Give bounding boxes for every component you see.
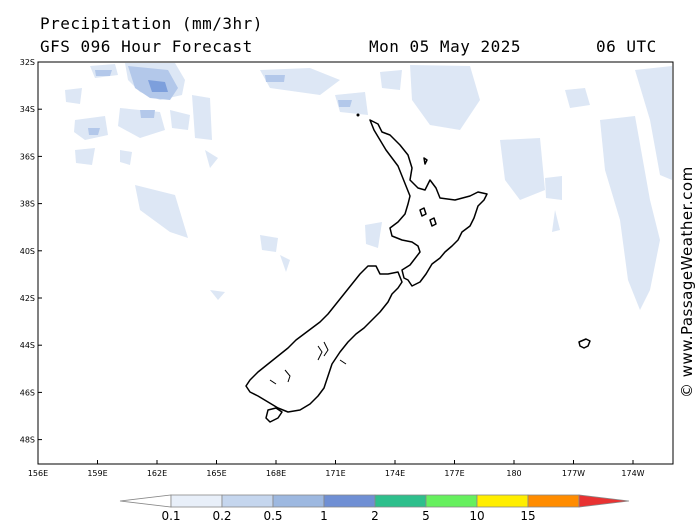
colorbar-label: 10	[469, 509, 485, 523]
chart-title: Precipitation (mm/3hr)	[40, 14, 263, 33]
colorbar-label: 0.1	[161, 509, 181, 523]
precipitation-heavy	[148, 80, 168, 92]
lon-label: 177W	[562, 469, 585, 478]
lon-label: 162E	[147, 469, 167, 478]
lon-label: 165E	[206, 469, 226, 478]
colorbar-label: 2	[371, 509, 379, 523]
colorbar-label: 5	[422, 509, 430, 523]
colorbar-label: 15	[520, 509, 536, 523]
lat-label: 48S	[20, 436, 35, 445]
north-island	[369, 119, 488, 287]
time-label: 06 UTC	[596, 37, 657, 56]
colorbar-label: 0.5	[263, 509, 283, 523]
lat-label: 38S	[20, 200, 35, 209]
lat-label: 36S	[20, 152, 35, 161]
colorbar-segment	[323, 494, 376, 508]
date-label: Mon 05 May 2025	[369, 37, 521, 56]
island-dot	[356, 113, 360, 117]
latitude-axis: 32S 34S 36S 38S 40S 42S 44S 46S 48S	[20, 58, 42, 445]
lat-label: 42S	[20, 294, 35, 303]
lon-label: 171E	[325, 469, 345, 478]
lon-label: 174W	[621, 469, 644, 478]
lon-label: 156E	[28, 469, 48, 478]
lat-label: 44S	[20, 341, 35, 350]
colorbar	[119, 494, 630, 508]
lon-label: 177E	[444, 469, 464, 478]
longitude-axis: 156E 159E 162E 165E 168E 171E 174E 177E 180 177W 1…	[28, 460, 645, 478]
lakes	[269, 341, 347, 385]
colorbar-segment	[221, 494, 274, 508]
colorbar-segment	[272, 494, 325, 508]
colorbar-segment	[119, 494, 172, 508]
lon-label: 180	[506, 469, 521, 478]
lon-label: 174E	[385, 469, 405, 478]
chatham-islands	[578, 338, 591, 349]
colorbar-segment	[170, 494, 223, 508]
lat-label: 46S	[20, 388, 35, 397]
colorbar-segment	[425, 494, 478, 508]
south-island	[245, 265, 403, 413]
lat-label: 34S	[20, 105, 35, 114]
lat-label: 40S	[20, 247, 35, 256]
colorbar-label: 0.2	[212, 509, 232, 523]
stewart-island	[265, 407, 283, 423]
lon-label: 159E	[87, 469, 107, 478]
lon-label: 168E	[266, 469, 286, 478]
forecast-label: GFS 096 Hour Forecast	[40, 37, 253, 56]
land-new-zealand	[245, 119, 591, 423]
colorbar-segment	[527, 494, 580, 508]
credit-text: © www.PassageWeather.com	[678, 166, 696, 398]
colorbar-segment	[476, 494, 529, 508]
lat-label: 32S	[20, 58, 35, 67]
colorbar-segment	[578, 494, 630, 508]
colorbar-label: 1	[320, 509, 328, 523]
colorbar-segment	[374, 494, 427, 508]
